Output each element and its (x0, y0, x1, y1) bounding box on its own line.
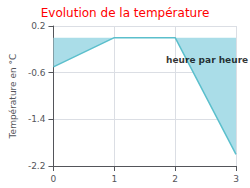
svg-text:2: 2 (172, 174, 178, 184)
svg-text:0: 0 (51, 174, 57, 184)
svg-text:-1.4: -1.4 (28, 114, 46, 124)
svg-text:3: 3 (233, 174, 239, 184)
svg-text:-2.2: -2.2 (28, 161, 46, 171)
svg-text:-0.6: -0.6 (28, 68, 46, 78)
svg-text:Evolution de la température: Evolution de la température (41, 6, 210, 20)
svg-text:Température en °C: Température en °C (8, 54, 18, 140)
svg-text:1: 1 (111, 174, 117, 184)
svg-text:heure par heure: heure par heure (166, 55, 248, 65)
svg-text:0.2: 0.2 (31, 21, 45, 31)
